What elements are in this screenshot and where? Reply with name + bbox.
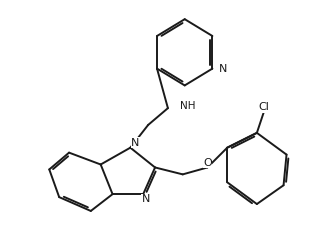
Text: O: O [203, 158, 212, 167]
Text: NH: NH [180, 101, 195, 111]
Text: N: N [219, 64, 228, 74]
Text: N: N [131, 138, 140, 148]
Text: Cl: Cl [258, 102, 269, 112]
Text: N: N [142, 194, 150, 204]
